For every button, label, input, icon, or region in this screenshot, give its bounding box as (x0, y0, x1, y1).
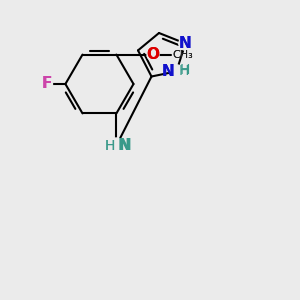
Text: H: H (179, 64, 190, 77)
Text: N: N (118, 138, 131, 153)
Text: F: F (41, 76, 52, 92)
Text: H: H (104, 139, 115, 152)
Text: CH₃: CH₃ (172, 50, 193, 60)
Circle shape (170, 65, 183, 78)
Text: N: N (179, 36, 192, 51)
Text: H: H (104, 139, 115, 152)
Text: N: N (179, 36, 192, 51)
Text: N: N (161, 64, 174, 79)
Circle shape (40, 78, 52, 90)
Text: CH₃: CH₃ (172, 50, 193, 60)
Text: N: N (119, 138, 132, 153)
Text: N: N (161, 64, 174, 79)
Text: H: H (179, 64, 189, 78)
Text: O: O (146, 47, 160, 62)
Circle shape (109, 138, 124, 153)
Text: F: F (41, 76, 52, 92)
Text: O: O (146, 47, 160, 62)
Circle shape (179, 37, 192, 50)
Circle shape (147, 49, 159, 61)
